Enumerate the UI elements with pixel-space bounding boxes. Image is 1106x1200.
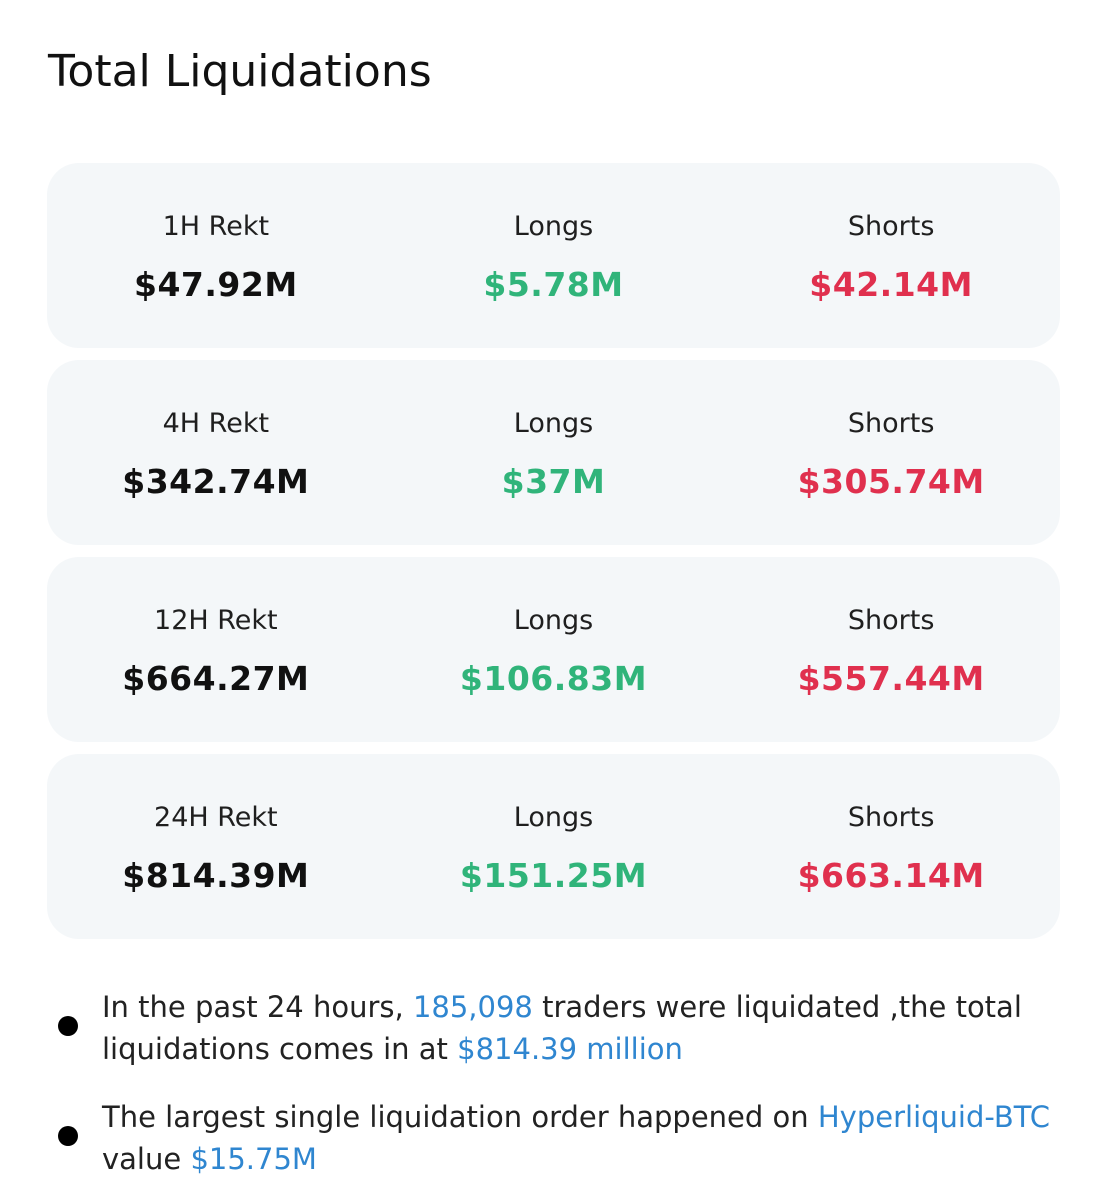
period-label: 1H Rekt bbox=[162, 211, 270, 242]
shorts-label: Shorts bbox=[847, 211, 935, 242]
longs-col: Longs $106.83M bbox=[385, 557, 723, 742]
total-value: $342.74M bbox=[122, 462, 310, 501]
period-label: 12H Rekt bbox=[154, 605, 278, 636]
note-text: value bbox=[102, 1142, 191, 1176]
card-24h[interactable]: 24H Rekt $814.39M Longs $151.25M Shorts … bbox=[47, 754, 1060, 939]
shorts-value: $663.14M bbox=[797, 856, 985, 895]
page-title: Total Liquidations bbox=[48, 46, 432, 97]
longs-value: $37M bbox=[501, 462, 606, 501]
note-text: The largest single liquidation order hap… bbox=[102, 1100, 818, 1134]
shorts-col: Shorts $663.14M bbox=[722, 754, 1060, 939]
bullet-icon bbox=[58, 1126, 78, 1146]
shorts-label: Shorts bbox=[847, 605, 935, 636]
order-amount-link[interactable]: $15.75M bbox=[190, 1142, 317, 1176]
shorts-col: Shorts $42.14M bbox=[722, 163, 1060, 348]
period-label: 24H Rekt bbox=[154, 802, 278, 833]
total-value: $814.39M bbox=[122, 856, 310, 895]
note-traders-liquidated: In the past 24 hours, 185,098 traders we… bbox=[56, 986, 1066, 1070]
total-amount-link[interactable]: $814.39 million bbox=[457, 1032, 683, 1066]
shorts-value: $305.74M bbox=[797, 462, 985, 501]
longs-label: Longs bbox=[513, 802, 594, 833]
traders-count-link[interactable]: 185,098 bbox=[412, 990, 533, 1024]
card-12h[interactable]: 12H Rekt $664.27M Longs $106.83M Shorts … bbox=[47, 557, 1060, 742]
shorts-col: Shorts $557.44M bbox=[722, 557, 1060, 742]
card-1h[interactable]: 1H Rekt $47.92M Longs $5.78M Shorts $42.… bbox=[47, 163, 1060, 348]
card-4h[interactable]: 4H Rekt $342.74M Longs $37M Shorts $305.… bbox=[47, 360, 1060, 545]
note-largest-order: The largest single liquidation order hap… bbox=[56, 1096, 1066, 1180]
longs-label: Longs bbox=[513, 408, 594, 439]
exchange-link[interactable]: Hyperliquid-BTC bbox=[817, 1100, 1050, 1134]
bullet-icon bbox=[58, 1016, 78, 1036]
total-value: $664.27M bbox=[122, 659, 310, 698]
longs-label: Longs bbox=[513, 605, 594, 636]
total-col: 1H Rekt $47.92M bbox=[47, 163, 385, 348]
shorts-label: Shorts bbox=[847, 408, 935, 439]
longs-value: $151.25M bbox=[459, 856, 648, 895]
longs-col: Longs $151.25M bbox=[385, 754, 723, 939]
longs-col: Longs $5.78M bbox=[385, 163, 723, 348]
shorts-col: Shorts $305.74M bbox=[722, 360, 1060, 545]
longs-value: $5.78M bbox=[483, 265, 624, 304]
longs-label: Longs bbox=[513, 211, 594, 242]
liquidation-cards: 1H Rekt $47.92M Longs $5.78M Shorts $42.… bbox=[47, 163, 1060, 951]
shorts-value: $42.14M bbox=[809, 265, 973, 304]
total-col: 4H Rekt $342.74M bbox=[47, 360, 385, 545]
shorts-label: Shorts bbox=[847, 802, 935, 833]
total-col: 24H Rekt $814.39M bbox=[47, 754, 385, 939]
longs-value: $106.83M bbox=[459, 659, 648, 698]
shorts-value: $557.44M bbox=[797, 659, 985, 698]
period-label: 4H Rekt bbox=[162, 408, 270, 439]
note-text: traders were liquidated ,the total liqui… bbox=[102, 990, 1022, 1066]
longs-col: Longs $37M bbox=[385, 360, 723, 545]
total-col: 12H Rekt $664.27M bbox=[47, 557, 385, 742]
summary-notes: In the past 24 hours, 185,098 traders we… bbox=[56, 986, 1066, 1200]
total-value: $47.92M bbox=[133, 265, 298, 304]
note-text: In the past 24 hours, bbox=[102, 990, 413, 1024]
